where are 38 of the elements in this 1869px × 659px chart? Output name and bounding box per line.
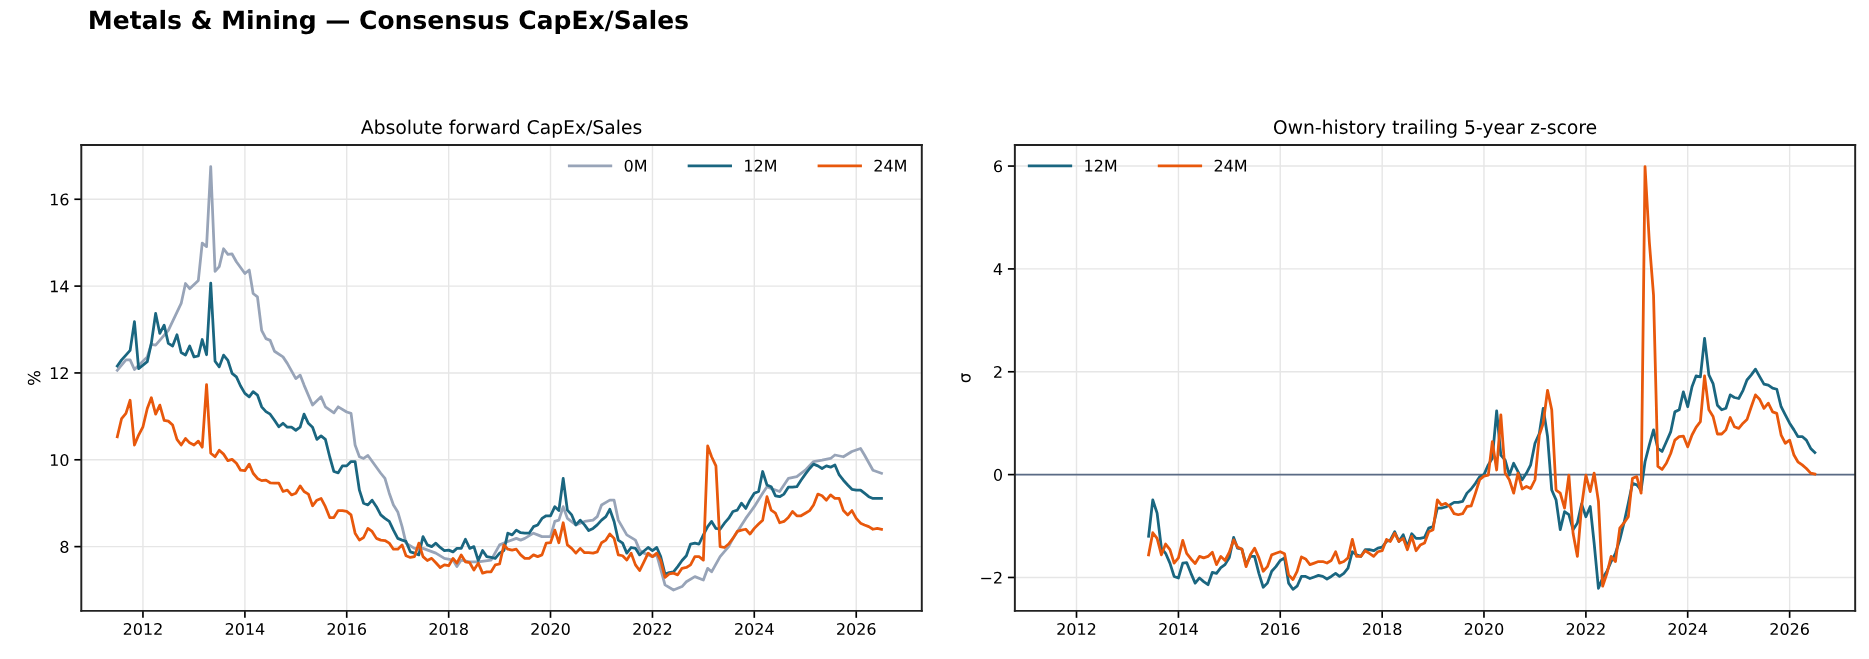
x-tick-label: 2012 xyxy=(1057,622,1096,636)
x-tick-label: 2026 xyxy=(837,622,876,636)
x-tick-label: 2018 xyxy=(1363,622,1402,636)
legend-label: 12M xyxy=(745,159,776,172)
x-tick-label: 2016 xyxy=(1261,622,1300,636)
x-tick-label: 2024 xyxy=(1668,622,1708,636)
legend-label: 24M xyxy=(1214,159,1247,172)
x-tick-label: 2022 xyxy=(633,622,672,636)
x-tick-label: 2012 xyxy=(123,622,162,636)
chart-title: Absolute forward CapEx/Sales xyxy=(360,119,642,138)
x-tick-label: 2020 xyxy=(1464,622,1504,636)
x-tick-label: 2022 xyxy=(1566,622,1605,636)
y-tick-label: 2 xyxy=(994,365,1002,378)
legend-label: 0M xyxy=(624,159,646,172)
line-series xyxy=(115,383,883,579)
x-tick-label: 2020 xyxy=(531,622,570,636)
x-tick-label: 2018 xyxy=(429,622,468,636)
y-tick-label: 6 xyxy=(994,160,1003,173)
chart-title: Own-history trailing 5-year z-score xyxy=(1273,119,1597,138)
legend-label: 12M xyxy=(1085,159,1117,172)
y-tick-label: 0 xyxy=(993,468,1002,481)
legend-label: 24M xyxy=(874,159,906,172)
y-tick-label: 10 xyxy=(50,454,69,467)
line-series xyxy=(115,281,883,576)
y-tick-label: 16 xyxy=(50,193,69,206)
x-tick-label: 2024 xyxy=(735,622,774,636)
y-tick-label: −2 xyxy=(981,571,1002,584)
x-tick-label: 2014 xyxy=(1159,622,1198,636)
x-tick-label: 2026 xyxy=(1770,622,1809,636)
y-axis-title: % xyxy=(27,370,41,385)
y-axis-title: σ xyxy=(961,373,971,383)
y-tick-label: 12 xyxy=(50,367,68,380)
y-tick-label: 14 xyxy=(50,280,69,293)
y-tick-label: 8 xyxy=(60,540,69,553)
y-tick-label: 4 xyxy=(993,263,1003,275)
text: Metals & Mining — Consensus CapEx/Sales xyxy=(90,9,688,35)
x-tick-label: 2016 xyxy=(327,622,367,636)
x-tick-label: 2014 xyxy=(225,622,265,636)
